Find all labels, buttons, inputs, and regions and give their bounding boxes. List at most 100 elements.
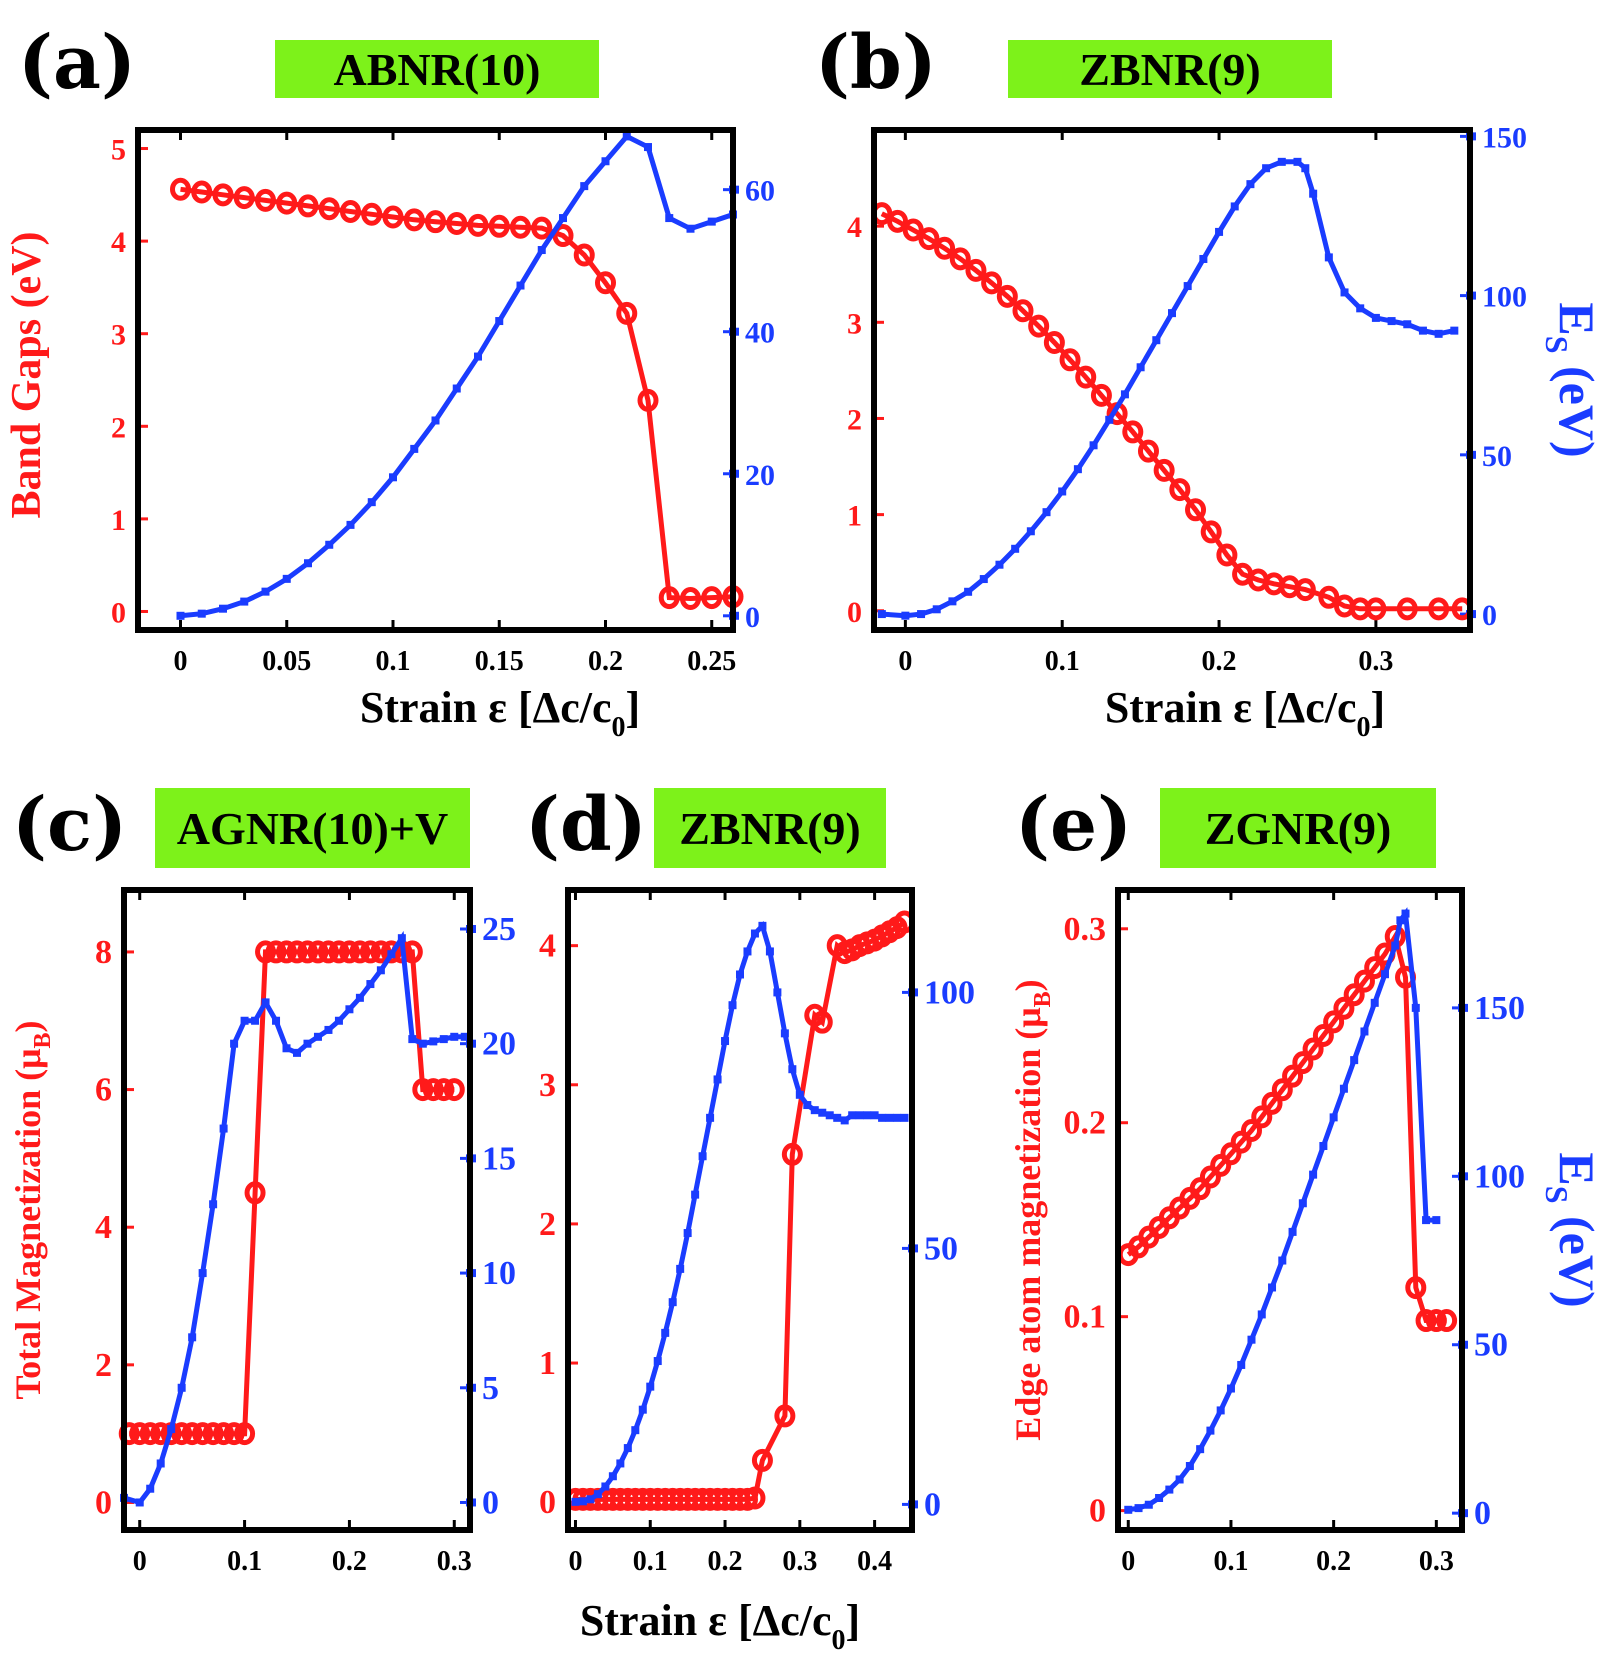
panel-e-ytick-right-label: 100	[1474, 1158, 1525, 1195]
panel-c-red-series-point	[213, 1422, 235, 1446]
panel-a-ytick-left-label: 0	[111, 596, 126, 629]
panel-d-blue-series-point	[788, 1065, 797, 1074]
panel-e-letter: (e)	[1015, 782, 1132, 868]
panel-a-blue-series-point	[346, 520, 355, 529]
panel-b-blue-series-point	[917, 610, 926, 619]
panel-b-red-series-point	[996, 284, 1018, 308]
panel-b-blue-series-point	[1199, 254, 1208, 263]
panel-d-blue-series-point	[825, 1111, 834, 1120]
panel-a-title: ABNR(10)	[334, 44, 541, 95]
panel-b-red-series-point	[1216, 543, 1238, 567]
panel-b-ylabel-right: ES (eV)	[1539, 302, 1605, 457]
panel-d-blue-series-point	[721, 1037, 730, 1046]
panel-c-ytick-right-label: 10	[482, 1255, 516, 1292]
panel-d-blue-series-point	[900, 1113, 909, 1122]
panel-c-blue-series-point	[387, 950, 396, 959]
panel-a-ytick-left-label: 2	[111, 411, 126, 444]
panel-b-red-series-point	[1318, 585, 1340, 609]
panel-d: (d) ZBNR(9) 0 0.1 0.2 0.3 0.4 0 1 2 3 4 0 50 100 Strain…	[525, 782, 975, 1656]
panel-b-xtick-label: 0	[898, 646, 912, 677]
panel-c-red-series-point	[433, 1078, 455, 1102]
panel-a-xtick-label: 0.2	[588, 646, 623, 677]
panel-c-blue-series-point	[313, 1032, 322, 1041]
panel-e-blue-series-point	[1237, 1360, 1246, 1369]
panel-c-red-series-point	[171, 1422, 193, 1446]
panel-c-red-series-point	[296, 940, 318, 964]
panel-e-red-series-point	[1189, 1177, 1211, 1201]
panel-d-blue-series-point	[713, 1075, 722, 1084]
panel-d-blue-series-point	[616, 1459, 625, 1468]
panel-b: (b) ZBNR(9) 0 0.1 0.2 0.3 0 1 2 3 4 0 50 100 150 Strain…	[815, 20, 1605, 743]
panel-b-blue-series-point	[1152, 336, 1161, 345]
panel-a-red-series-point	[191, 180, 213, 204]
panel-e-red-series-point	[1292, 1051, 1314, 1075]
panel-c-blue-series-point	[146, 1484, 155, 1493]
panel-b-letter: (b)	[815, 20, 937, 106]
panel-d-blue-series-point	[578, 1497, 587, 1506]
panel-e-blue-series-point	[1319, 1142, 1328, 1150]
panel-c-red-series-point	[443, 1078, 465, 1102]
panel-e-title: ZGNR(9)	[1205, 803, 1392, 854]
panel-d-blue-series-point	[765, 947, 774, 956]
panel-c-red-series-point	[307, 940, 329, 964]
panel-c-ytick-left-label: 6	[95, 1072, 112, 1109]
panel-a-blue-series-point	[707, 217, 716, 226]
panel-d-blue-series-point	[623, 1444, 632, 1453]
panel-a-xtick-label: 0.05	[262, 646, 311, 677]
panel-b-red-series-point	[1153, 458, 1175, 482]
panel-e-blue-series-point	[1124, 1505, 1133, 1514]
panel-d-blue-series-point	[608, 1472, 617, 1481]
panel-c-ytick-right-label: 20	[482, 1026, 516, 1063]
panel-b-blue-series-point	[1418, 326, 1427, 335]
panel-e-red-series-point	[1405, 1276, 1427, 1300]
panel-b-ytick-right-label: 150	[1482, 121, 1527, 154]
panel-a-ytick-right-label: 40	[745, 317, 775, 350]
panel-c-blue-series-point	[251, 1016, 260, 1025]
panel-e-blue-series-point	[1134, 1504, 1143, 1513]
panel-d-blue-series-point	[795, 1090, 804, 1099]
panel-c-blue-series-point	[156, 1459, 165, 1468]
panel-d-ytick-left-label: 3	[539, 1067, 556, 1104]
panel-d-ytick-right-label: 50	[924, 1230, 958, 1267]
panel-e-red-series-point	[1230, 1130, 1252, 1154]
panel-e-ytick-right-label: 50	[1474, 1327, 1508, 1364]
panel-d-blue-series-point	[601, 1482, 610, 1491]
panel-a-blue-series-point	[304, 559, 312, 568]
panel-d-blue-series-point	[631, 1426, 640, 1435]
panel-c-red-series-point	[255, 940, 277, 964]
panel-d-blue-series-point	[743, 947, 752, 956]
panel-e: (e) ZGNR(9) 0 0.1 0.2 0.3 0 0.1 0.2 0.3 0 50 100 150 E…	[1008, 782, 1605, 1577]
panel-c-red-series-point	[317, 940, 339, 964]
panel-e-red-series-point	[1353, 969, 1375, 993]
panel-a-xtick-label: 0.15	[475, 646, 524, 677]
panel-a-blue-series-point	[580, 182, 589, 191]
panel-b-blue-series-point	[1387, 317, 1396, 326]
panel-c-red-series-line	[129, 949, 455, 1437]
panel-b-ytick-right-label: 50	[1482, 440, 1512, 473]
panel-e-xtick-label: 0.2	[1316, 1546, 1351, 1577]
panel-d-blue-series-point	[736, 970, 744, 979]
panel-d-blue-series-point	[691, 1190, 700, 1199]
panel-a-red-series-point	[531, 216, 553, 240]
panel-b-red-series-point	[1396, 597, 1418, 621]
panel-d-blue-series-point	[833, 1113, 842, 1122]
panel-d-letter: (d)	[525, 782, 647, 868]
panel-c-blue-series-point	[272, 1016, 281, 1025]
panel-b-blue-series-point	[1371, 313, 1380, 322]
panel-a-ylabel-left: Band Gaps (eV)	[4, 231, 50, 518]
panel-a-red-series-point	[212, 183, 234, 207]
panel-b-xlabel: Strain ε [Δc/c0]	[1105, 683, 1385, 743]
panel-c-red-series-point	[139, 1422, 161, 1446]
panel-a-red-series-point	[573, 243, 595, 267]
panel-e-red-series-point	[1333, 996, 1355, 1020]
panel-b-blue-series-point	[1058, 487, 1067, 496]
panel-e-red-series-point	[1415, 1309, 1437, 1333]
panel-b-red-series-point	[1059, 348, 1081, 372]
panel-c-red-series-point	[276, 940, 298, 964]
panel-a-blue-series-point	[176, 611, 185, 620]
panel-b-blue-series-point	[1120, 390, 1129, 399]
panel-e-red-series-point	[1302, 1037, 1324, 1061]
panel-a: (a) ABNR(10) 0 0.05 0.1 0.15 0.2 0.25 0 1 2 3 4 5 0 20 4…	[4, 20, 775, 743]
panel-b-ytick-left-label: 1	[847, 500, 862, 533]
panel-e-blue-series-point	[1257, 1310, 1266, 1319]
